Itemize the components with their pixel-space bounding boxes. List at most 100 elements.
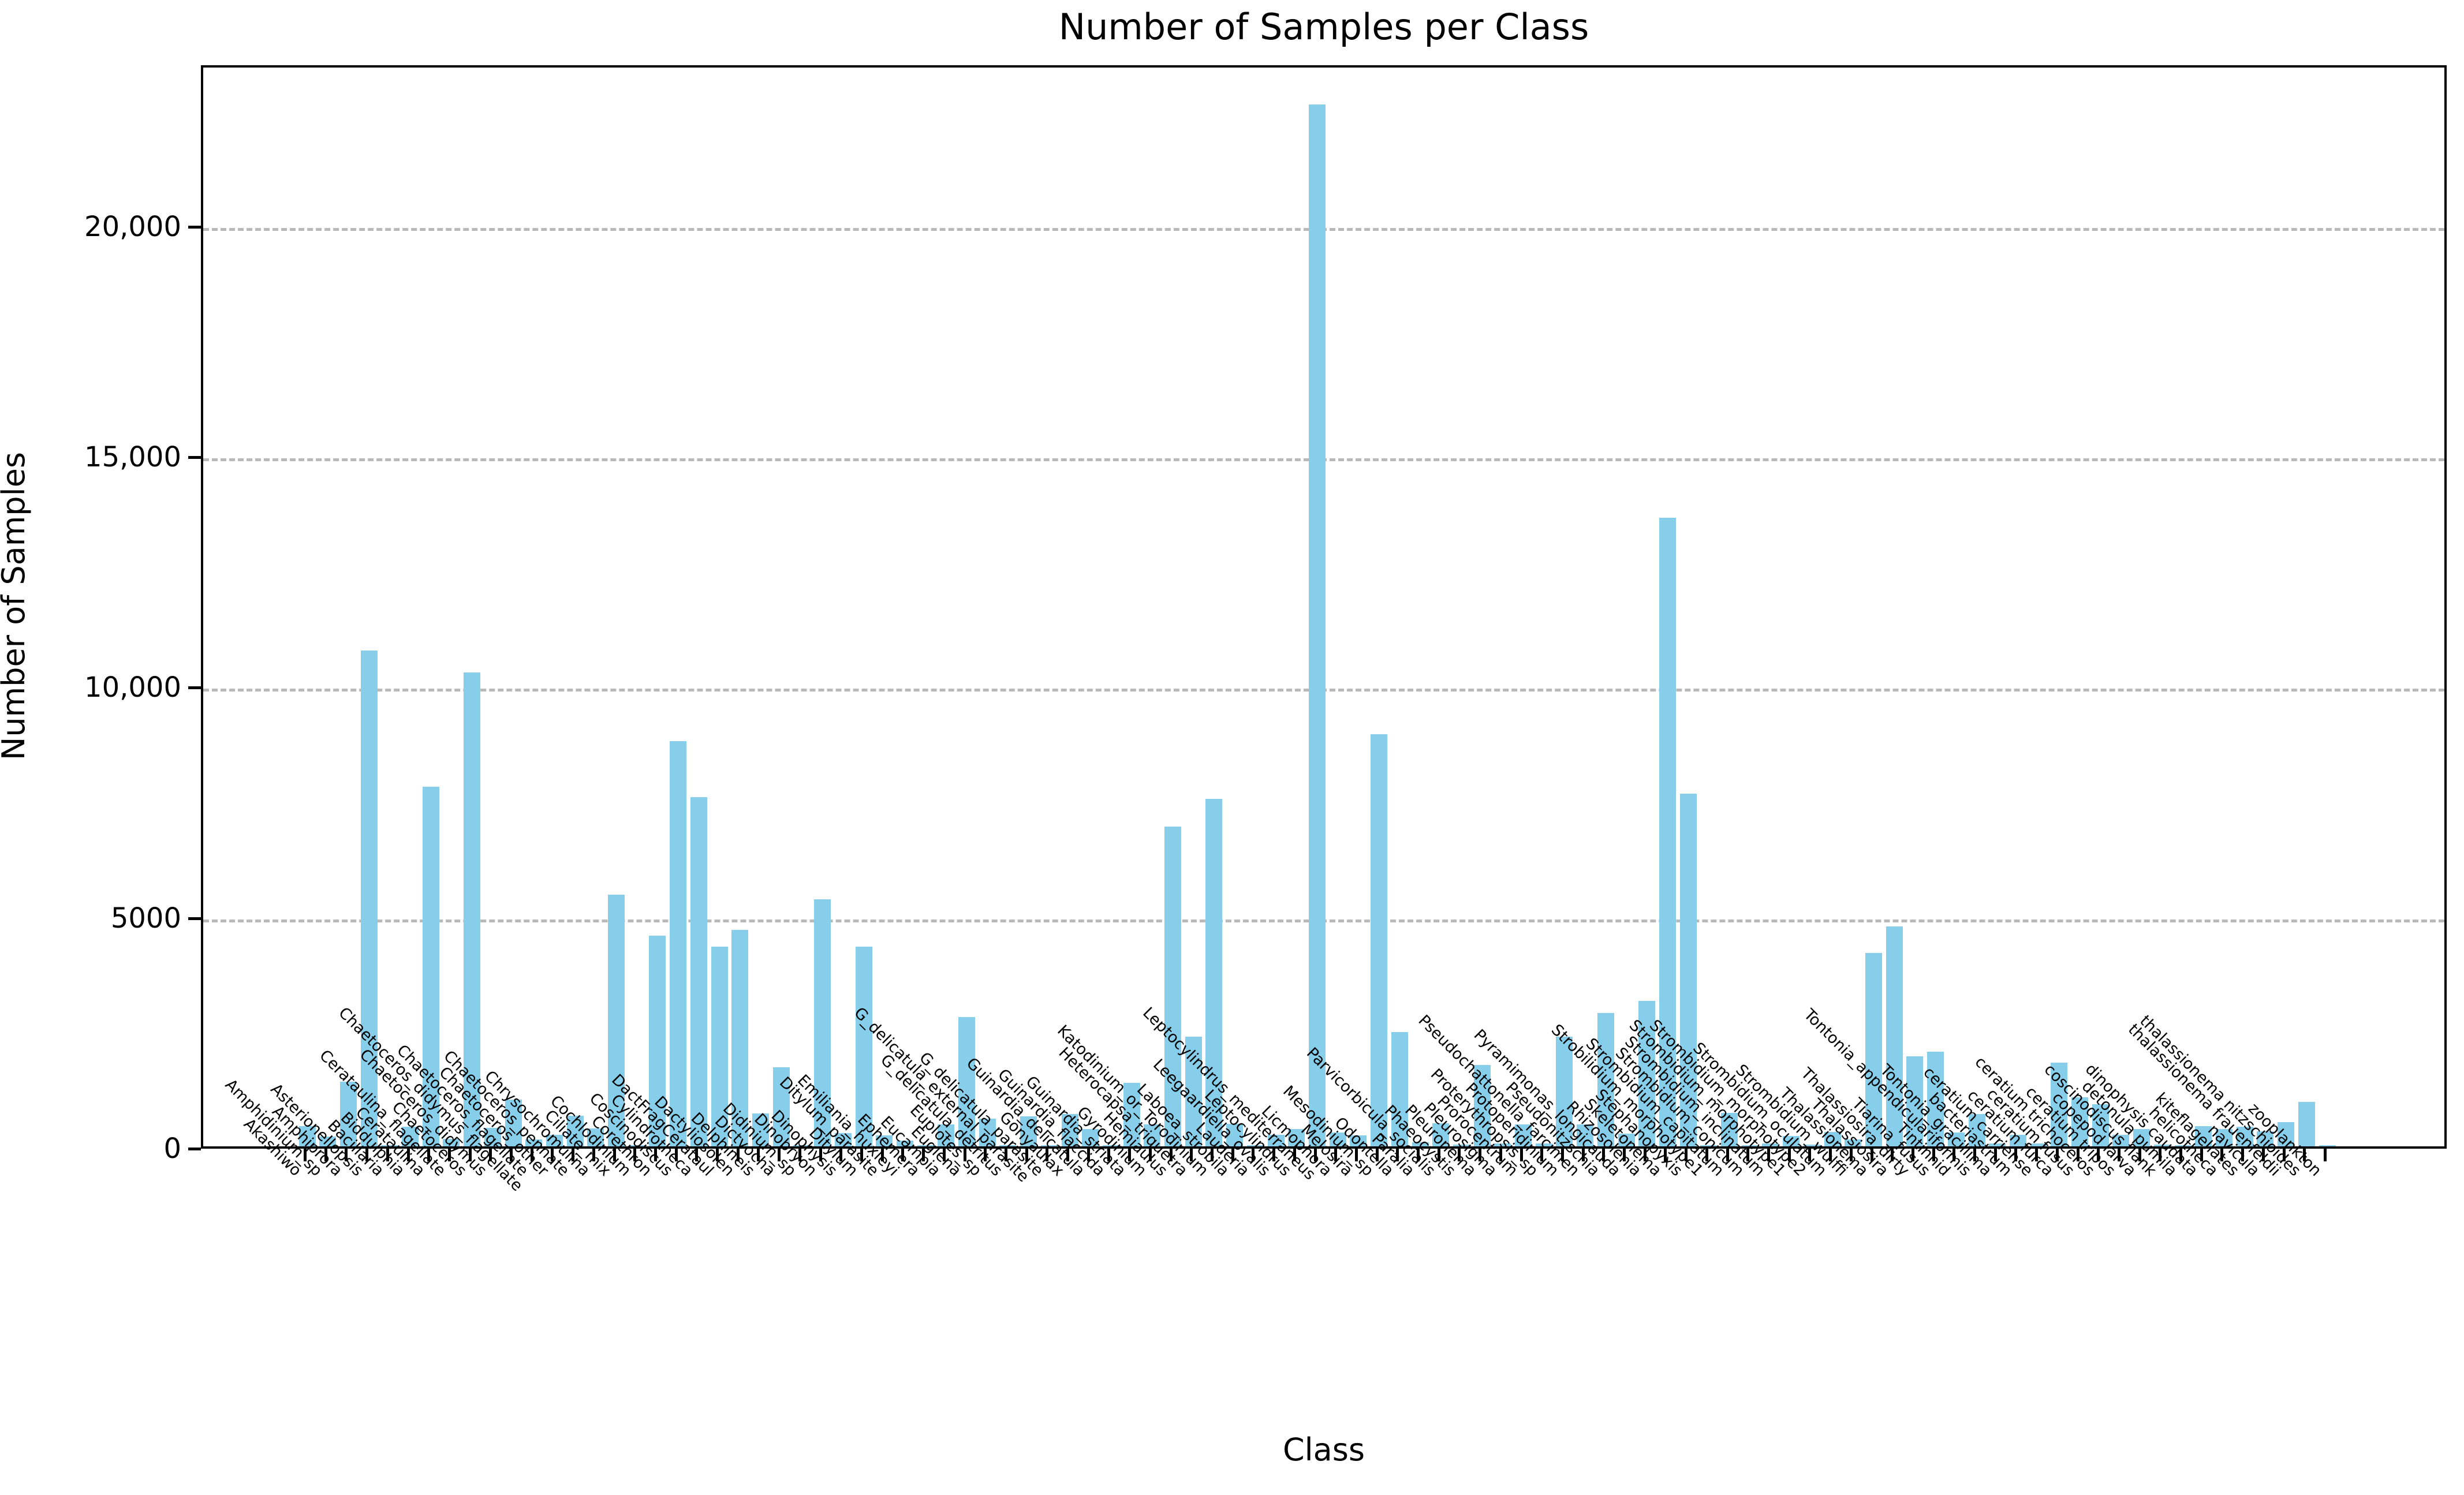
x-tick-mark [1170, 1149, 1173, 1161]
y-tick-label-0: 0 [163, 1133, 181, 1165]
x-tick-mark [1705, 1149, 1708, 1161]
bar-Strombidium_wulffi [1845, 1139, 1861, 1146]
x-tick-mark [1540, 1149, 1543, 1161]
bar-Strombidium_inclinatum [1762, 1143, 1779, 1146]
bar-zooplankton [2319, 1145, 2336, 1146]
bar-coscinodiscus flank [2154, 1145, 2171, 1146]
x-tick-mark [2159, 1149, 2161, 1161]
y-tick-mark [188, 1148, 201, 1150]
bar-Cochlodinium [629, 1145, 645, 1146]
x-tick-mark [1788, 1149, 1791, 1161]
bar-Thalassiosira_dirty [1906, 1056, 1923, 1146]
bar-Biddulphia [402, 1127, 419, 1146]
x-tick-mark [1644, 1149, 1647, 1161]
bar-ceratium fusus [2071, 1097, 2088, 1146]
x-tick-mark [1973, 1149, 1976, 1161]
bar-Pseudonitzschia [1597, 1013, 1614, 1146]
x-tick-mark [2118, 1149, 2120, 1161]
x-tick-mark [695, 1149, 698, 1161]
x-tick-mark [572, 1149, 574, 1161]
bar-Dactyliosolen [731, 930, 748, 1146]
bar-Gyrodinium [1144, 1124, 1160, 1146]
bar-G_delicatula_parasite [1041, 1145, 1058, 1146]
x-tick-mark [1396, 1149, 1399, 1161]
x-tick-mark [2241, 1149, 2244, 1161]
x-tick-mark [1582, 1149, 1585, 1161]
bar-Chaetoceros_other [546, 1135, 563, 1146]
x-tick-mark [964, 1149, 966, 1161]
x-tick-mark [901, 1149, 904, 1161]
bar-Parvicorbicula_socialis [1432, 1123, 1449, 1146]
x-tick-mark [2014, 1149, 2017, 1161]
bar-bacteriastrum [2010, 1135, 2026, 1146]
x-tick-mark [1561, 1149, 1564, 1161]
bar-Ephemera [917, 1145, 934, 1146]
x-tick-mark [1107, 1149, 1110, 1161]
x-axis-label: Class [1282, 1432, 1365, 1468]
bar-G_delicatula_detritus [999, 1145, 1016, 1146]
x-tick-mark [1005, 1149, 1007, 1161]
x-tick-mark [2056, 1149, 2059, 1161]
bar-ceratium carriense [2030, 1143, 2047, 1146]
bar-Akashiwo [299, 1126, 316, 1146]
bar-Mesodinium_sp [1371, 734, 1387, 1146]
x-tick-mark [1520, 1149, 1523, 1161]
x-tick-mark [1087, 1149, 1090, 1161]
bar-Skeletonema [1659, 518, 1676, 1146]
y-tick-mark [188, 917, 201, 920]
x-tick-mark [1808, 1149, 1811, 1161]
x-tick-mark [654, 1149, 657, 1161]
bar-Tintinnid [1948, 1133, 1965, 1146]
bar-Odontella [1391, 1032, 1408, 1146]
bar-Cylindrotheca [690, 797, 707, 1146]
x-tick-mark [1602, 1149, 1605, 1161]
bar-Rhizosolenia [1638, 1001, 1655, 1146]
bar-DactFragCerataul [711, 947, 728, 1146]
bar-Pleuronema [1474, 1065, 1491, 1146]
bar-Gonyaulax [1062, 1114, 1078, 1146]
x-tick-mark [1912, 1149, 1914, 1161]
bar-Leptocylindrus_mediterraneus [1309, 104, 1326, 1146]
x-tick-mark [778, 1149, 781, 1161]
y-tick-label-10,000: 10,000 [84, 671, 181, 704]
x-tick-mark [1994, 1149, 1997, 1161]
bar-Guinardia_striata [1123, 1083, 1140, 1146]
x-tick-mark [2283, 1149, 2286, 1161]
x-tick-mark [1128, 1149, 1131, 1161]
bar-Dictyocha [773, 1067, 790, 1146]
bar-Chaetoceros [464, 672, 480, 1146]
x-tick-mark [943, 1149, 946, 1161]
bar-G_delicatula_external_parasite [1020, 1116, 1037, 1146]
bar-Chaetoceros_didymus [484, 1128, 501, 1146]
x-tick-mark [2179, 1149, 2182, 1161]
bar-Katodinium_or_Torodinium [1205, 799, 1222, 1146]
y-tick-label-15,000: 15,000 [84, 440, 181, 473]
bar-Tiarina_fusus [1927, 1052, 1944, 1146]
bar-Cerataulina [423, 787, 439, 1146]
x-tick-mark [716, 1149, 719, 1161]
bar-Hemiaulus [1164, 827, 1181, 1146]
bar-Licmophora [1330, 1133, 1346, 1146]
bar-Laboea_strobila [1226, 1124, 1243, 1146]
x-tick-mark [2035, 1149, 2038, 1161]
bar-Amphiprora [340, 1082, 357, 1146]
x-tick-mark [1767, 1149, 1770, 1161]
x-tick-mark [2138, 1149, 2141, 1161]
x-tick-mark [1746, 1149, 1749, 1161]
bar-Prorocentrum [1515, 1124, 1532, 1146]
x-tick-mark [613, 1149, 616, 1161]
bar-Melosira [1350, 1135, 1367, 1146]
x-tick-mark [1932, 1149, 1935, 1161]
bar-Strobilidium_morphotype1 [1700, 1145, 1717, 1146]
bar-ceratium furca [2051, 1063, 2067, 1146]
bar-Asterionellopsis [361, 651, 378, 1146]
bar-Coscinodiscus [670, 741, 686, 1146]
x-tick-mark [1355, 1149, 1358, 1161]
bar-Proterythropsis_sp [1536, 1143, 1552, 1146]
bar-helicotheca [2216, 1129, 2232, 1146]
bar-Amphidinium_sp [319, 1137, 336, 1146]
x-tick-mark [1190, 1149, 1193, 1161]
bar-Dinophysis [835, 1133, 852, 1146]
bar-Stephanopyxis [1680, 794, 1697, 1146]
bar-Heterocapsa_triquetra [1185, 1037, 1202, 1146]
